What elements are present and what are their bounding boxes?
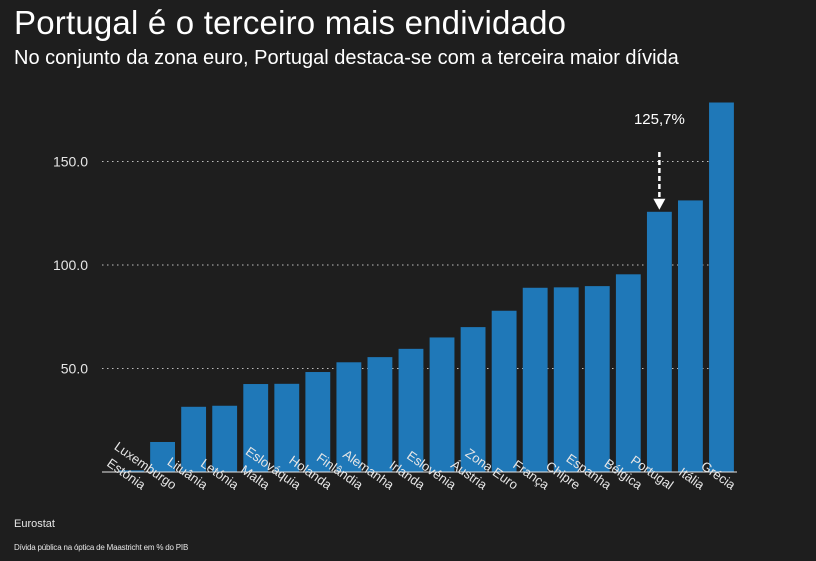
bar (553, 287, 579, 472)
bar (367, 357, 393, 472)
bar (119, 470, 144, 472)
chart-title: Portugal é o terceiro mais endividado (14, 4, 567, 41)
bar (305, 372, 331, 472)
y-tick-label: 150.0 (53, 154, 88, 170)
bar (646, 211, 672, 472)
bar (212, 405, 238, 472)
annotation-label: 125,7% (634, 111, 685, 128)
bar (336, 362, 362, 472)
y-tick-label: 50.0 (61, 361, 88, 377)
chart-note: Dívida pública na óptica de Maastricht e… (14, 543, 189, 552)
bar (398, 348, 424, 472)
annotation-arrowhead-icon (653, 198, 666, 210)
bar (615, 274, 641, 472)
bar (429, 337, 455, 472)
source-label: Eurostat (14, 518, 55, 530)
chart-subtitle: No conjunto da zona euro, Portugal desta… (14, 47, 679, 69)
bar (460, 327, 486, 472)
bar (584, 286, 610, 472)
bar (709, 102, 734, 472)
bar (150, 441, 175, 472)
y-tick-label: 100.0 (53, 257, 88, 273)
bar (243, 384, 269, 472)
bar (491, 310, 517, 472)
bar (181, 406, 207, 472)
bar (522, 287, 548, 472)
bar (678, 200, 703, 472)
bar (274, 383, 300, 472)
